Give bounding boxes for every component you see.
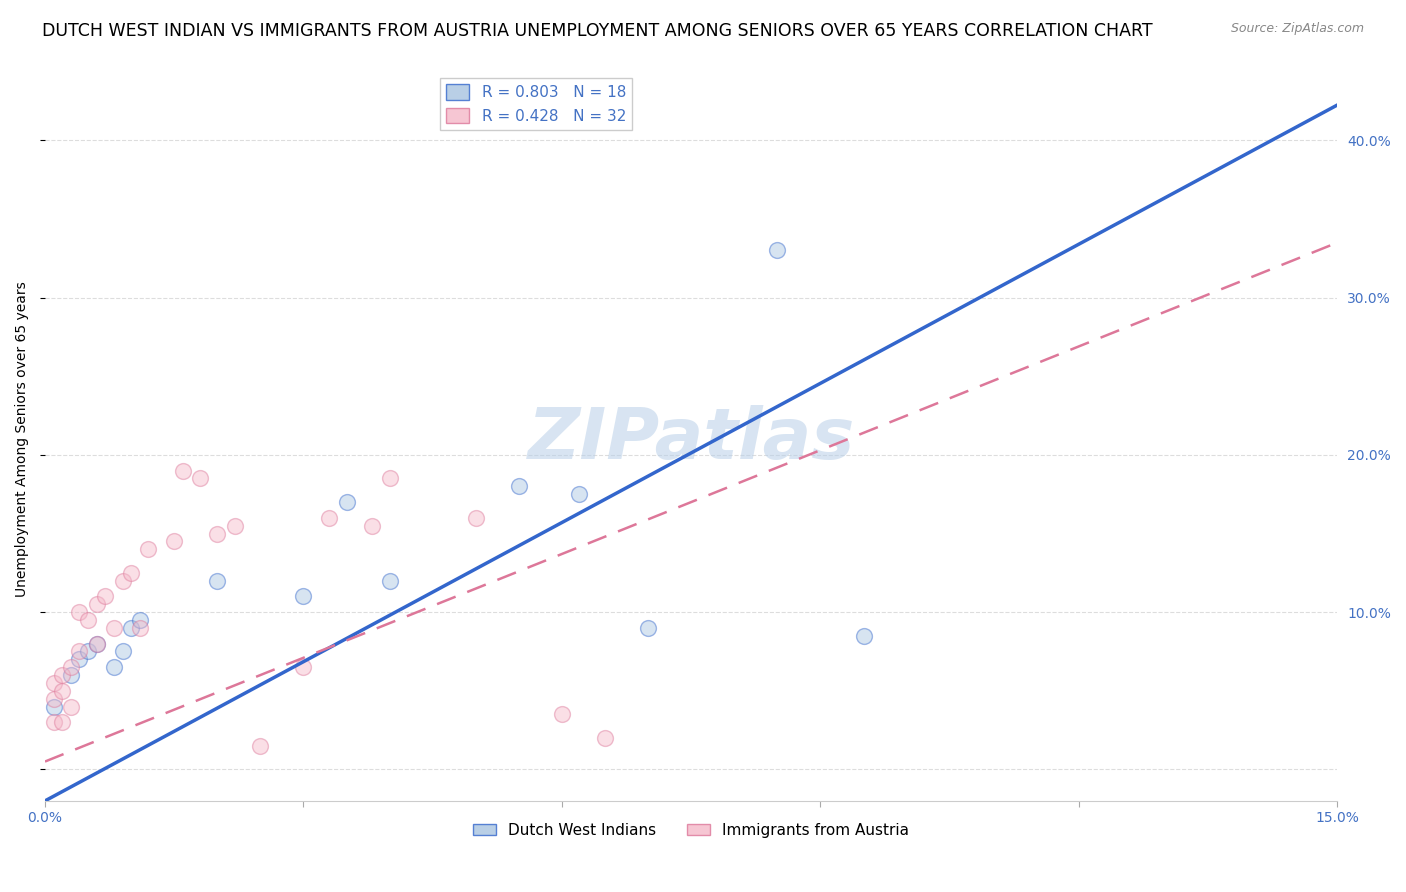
- Point: [138, 542, 160, 557]
- Point: [292, 590, 315, 604]
- Point: [67, 605, 90, 619]
- Point: [111, 644, 134, 658]
- Point: [637, 621, 659, 635]
- Y-axis label: Unemployment Among Seniors over 65 years: Unemployment Among Seniors over 65 years: [15, 281, 30, 597]
- Point: [163, 534, 186, 549]
- Point: [42, 715, 65, 730]
- Point: [86, 637, 108, 651]
- Point: [335, 495, 357, 509]
- Text: ZIPatlas: ZIPatlas: [527, 405, 855, 474]
- Point: [86, 597, 108, 611]
- Point: [378, 471, 401, 485]
- Point: [464, 510, 486, 524]
- Point: [59, 660, 82, 674]
- Point: [361, 518, 384, 533]
- Point: [318, 510, 340, 524]
- Point: [111, 574, 134, 588]
- Point: [852, 629, 875, 643]
- Legend: Dutch West Indians, Immigrants from Austria: Dutch West Indians, Immigrants from Aust…: [467, 817, 915, 844]
- Point: [128, 613, 150, 627]
- Point: [224, 518, 246, 533]
- Point: [86, 637, 108, 651]
- Point: [120, 621, 142, 635]
- Point: [249, 739, 271, 753]
- Point: [120, 566, 142, 580]
- Point: [42, 699, 65, 714]
- Point: [51, 715, 73, 730]
- Point: [188, 471, 211, 485]
- Point: [172, 464, 194, 478]
- Point: [59, 668, 82, 682]
- Point: [42, 691, 65, 706]
- Point: [59, 699, 82, 714]
- Point: [77, 644, 100, 658]
- Point: [51, 683, 73, 698]
- Text: Source: ZipAtlas.com: Source: ZipAtlas.com: [1230, 22, 1364, 36]
- Point: [67, 652, 90, 666]
- Point: [103, 660, 125, 674]
- Point: [94, 590, 117, 604]
- Point: [207, 526, 229, 541]
- Point: [67, 644, 90, 658]
- Point: [103, 621, 125, 635]
- Point: [77, 613, 100, 627]
- Point: [766, 244, 789, 258]
- Text: DUTCH WEST INDIAN VS IMMIGRANTS FROM AUSTRIA UNEMPLOYMENT AMONG SENIORS OVER 65 : DUTCH WEST INDIAN VS IMMIGRANTS FROM AUS…: [42, 22, 1153, 40]
- Point: [593, 731, 616, 745]
- Point: [551, 707, 574, 722]
- Point: [568, 487, 591, 501]
- Point: [42, 676, 65, 690]
- Point: [292, 660, 315, 674]
- Point: [508, 479, 530, 493]
- Point: [128, 621, 150, 635]
- Point: [51, 668, 73, 682]
- Point: [378, 574, 401, 588]
- Point: [207, 574, 229, 588]
